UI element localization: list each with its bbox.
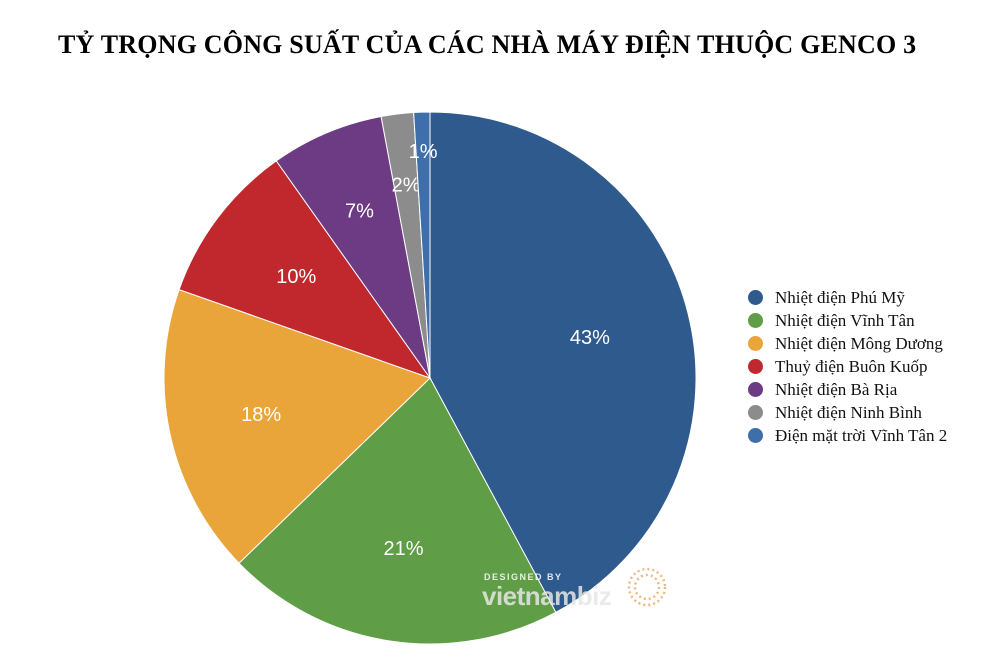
legend-item: Nhiệt điện Vĩnh Tân (748, 309, 998, 332)
slice-label: 7% (345, 200, 374, 222)
legend-label: Nhiệt điện Ninh Bình (775, 402, 922, 422)
pie-slice (163, 288, 431, 564)
slice-label: 21% (383, 538, 423, 560)
legend-swatch (748, 359, 763, 374)
legend: Nhiệt điện Phú Mỹ Nhiệt điện Vĩnh Tân Nhiệ… (748, 286, 998, 447)
legend-label: Nhiệt điện Bà Rịa (775, 379, 898, 399)
legend-swatch (748, 405, 763, 420)
watermark-logo-icon (627, 567, 667, 607)
legend-label: Điện mặt trời Vĩnh Tân 2 (775, 425, 948, 445)
legend-swatch (748, 290, 763, 305)
legend-label: Nhiệt điện Vĩnh Tân (775, 310, 915, 330)
legend-item: Điện mặt trời Vĩnh Tân 2 (748, 424, 998, 447)
legend-item: Thuỷ điện Buôn Kuốp (748, 355, 998, 378)
pie-slice (178, 160, 432, 379)
pie-slice (429, 111, 697, 614)
pie-slice (413, 111, 431, 379)
legend-item: Nhiệt điện Mông Dương (748, 332, 998, 355)
pie-slice (238, 377, 557, 645)
chart-title: TỶ TRỌNG CÔNG SUẤT CỦA CÁC NHÀ MÁY ĐIỆN … (58, 30, 917, 59)
slice-label: 10% (276, 266, 316, 288)
legend-swatch (748, 313, 763, 328)
slice-label: 1% (409, 141, 438, 163)
pie-slice (275, 115, 431, 379)
legend-label: Nhiệt điện Mông Dương (775, 333, 943, 353)
legend-swatch (748, 382, 763, 397)
slice-label: 18% (241, 404, 281, 426)
legend-item: Nhiệt điện Phú Mỹ (748, 286, 998, 309)
watermark: DESIGNED BY vietnambiz (482, 567, 682, 622)
slice-label: 2% (392, 174, 421, 196)
legend-label: Nhiệt điện Phú Mỹ (775, 287, 905, 307)
legend-swatch (748, 428, 763, 443)
legend-swatch (748, 336, 763, 351)
legend-label: Thuỷ điện Buôn Kuốp (775, 356, 928, 376)
watermark-brand: vietnambiz (482, 581, 612, 611)
slice-label: 43% (570, 327, 610, 349)
legend-item: Nhiệt điện Bà Rịa (748, 378, 998, 401)
legend-item: Nhiệt điện Ninh Bình (748, 401, 998, 424)
watermark-designed-by: DESIGNED BY (484, 572, 563, 582)
